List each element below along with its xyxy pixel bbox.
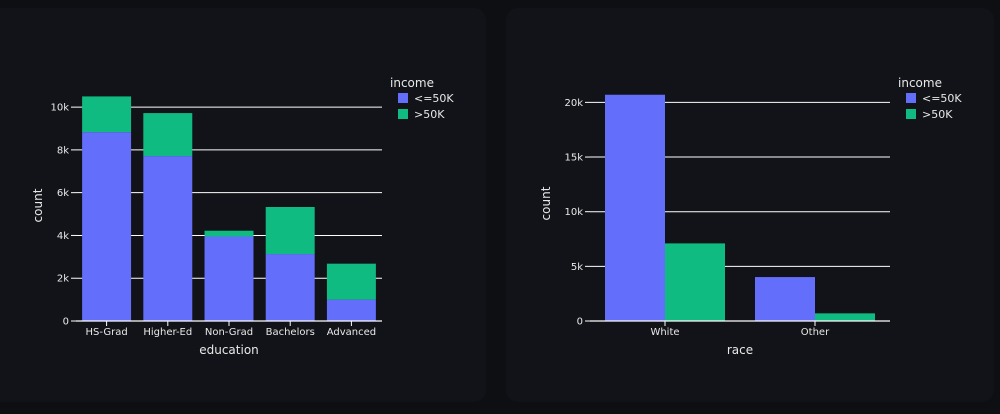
bar-gt50k bbox=[143, 113, 193, 157]
legend-title: income bbox=[898, 76, 942, 90]
bar-gt50k bbox=[82, 96, 132, 133]
y-axis-title: count bbox=[539, 186, 553, 220]
legend-title: income bbox=[390, 76, 434, 90]
legend-label: >50K bbox=[414, 108, 445, 121]
bar-le50k bbox=[755, 277, 815, 321]
race-chart-card: 0 5k 10k 15k 20k White Other race count income <=5… bbox=[506, 8, 994, 402]
bar-gt50k bbox=[265, 206, 315, 255]
x-tick-label: Advanced bbox=[327, 327, 376, 338]
bar-le50k bbox=[605, 94, 665, 321]
education-chart: 0 2k 4k 6k 8k 10k HS-Grad Higher-Ed Non-Grad Bach… bbox=[31, 76, 454, 357]
y-tick-label: 0 bbox=[577, 317, 583, 328]
legend-swatch bbox=[906, 109, 916, 119]
legend-label: <=50K bbox=[922, 92, 962, 105]
legend-swatch bbox=[398, 109, 408, 119]
y-tick-label: 2k bbox=[57, 274, 69, 285]
legend-label: >50K bbox=[922, 108, 953, 121]
y-tick-label: 4k bbox=[57, 231, 69, 242]
y-tick-label: 0 bbox=[63, 317, 69, 328]
x-tick-label: Other bbox=[801, 327, 830, 338]
y-tick-label: 6k bbox=[57, 188, 69, 199]
y-axis-title: count bbox=[31, 188, 45, 222]
bar-le50k bbox=[82, 132, 132, 321]
bar-gt50k bbox=[204, 230, 254, 237]
bar-gt50k bbox=[665, 243, 725, 321]
x-axis-title: education bbox=[199, 343, 259, 357]
y-tick-label: 8k bbox=[57, 145, 69, 156]
race-chart: 0 5k 10k 15k 20k White Other race count income <=5… bbox=[539, 76, 962, 357]
y-tick-label: 5k bbox=[571, 262, 583, 273]
bar-le50k bbox=[204, 236, 254, 321]
x-tick-label: Higher-Ed bbox=[143, 327, 192, 338]
y-tick-label: 10k bbox=[564, 207, 583, 218]
x-axis-title: race bbox=[727, 343, 753, 357]
legend-swatch bbox=[398, 93, 408, 103]
bar-le50k bbox=[326, 299, 376, 321]
y-tick-label: 10k bbox=[50, 103, 69, 114]
bar-le50k bbox=[265, 254, 315, 321]
x-tick-label: Non-Grad bbox=[205, 327, 253, 338]
bar-gt50k bbox=[326, 263, 376, 300]
x-tick-label: Bachelors bbox=[266, 327, 315, 338]
y-tick-label: 15k bbox=[564, 153, 583, 164]
y-tick-label: 20k bbox=[564, 98, 583, 109]
bar-gt50k bbox=[815, 313, 875, 321]
legend-swatch bbox=[906, 93, 916, 103]
x-tick-label: White bbox=[650, 327, 679, 338]
x-tick-label: HS-Grad bbox=[86, 327, 128, 338]
education-chart-card: 0 2k 4k 6k 8k 10k HS-Grad Higher-Ed Non-Grad Bach… bbox=[0, 8, 486, 402]
bar-le50k bbox=[143, 156, 193, 321]
legend-label: <=50K bbox=[414, 92, 454, 105]
